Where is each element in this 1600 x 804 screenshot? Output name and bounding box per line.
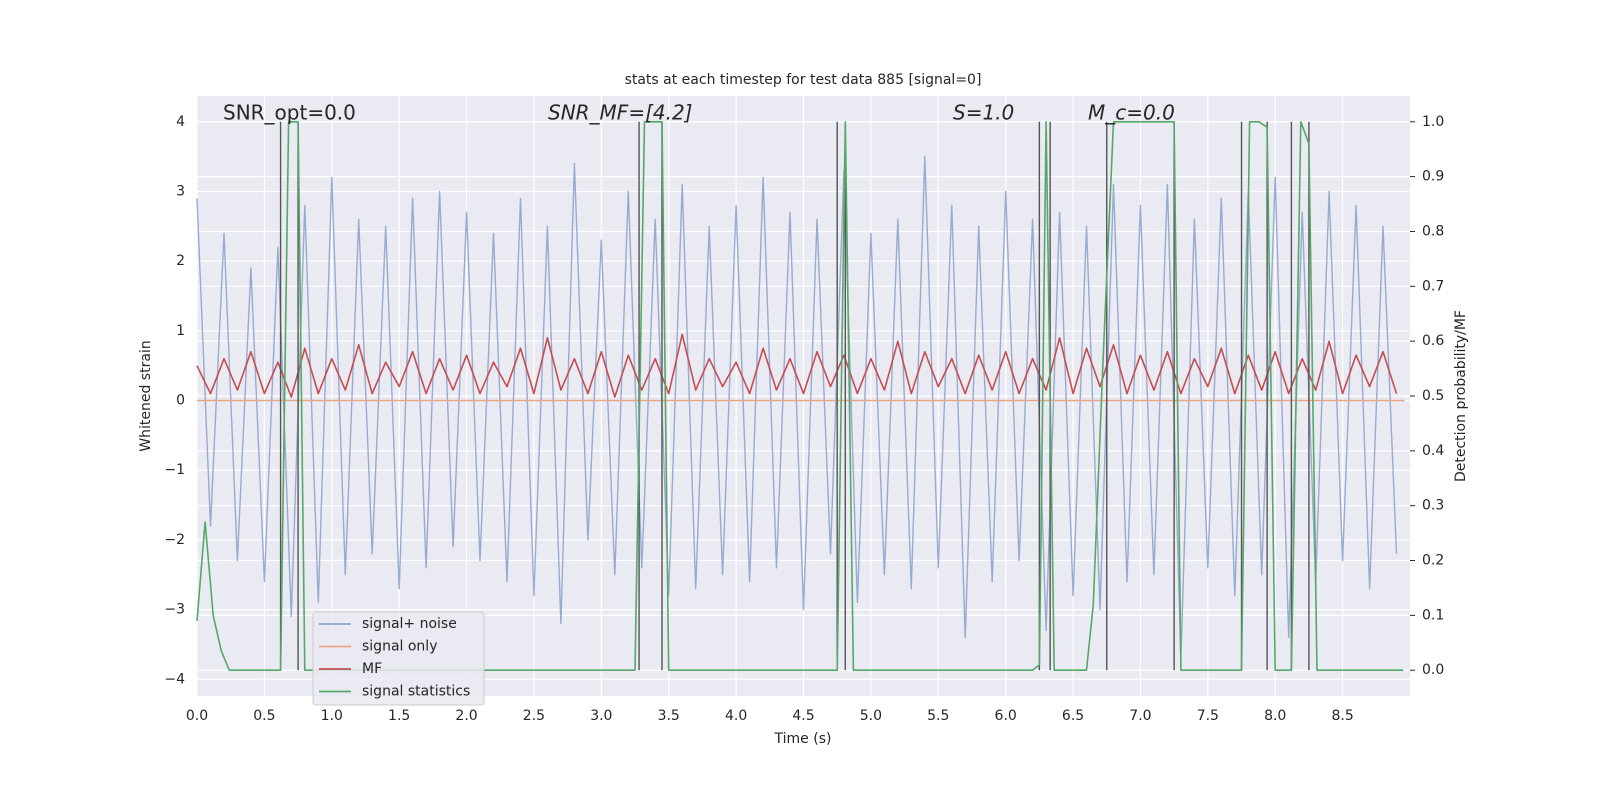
x-tick-label: 8.0 [1264, 708, 1286, 724]
legend-label: MF [362, 661, 382, 677]
y-tick-label: 1 [176, 323, 185, 339]
x-tick-label: 0.5 [253, 708, 275, 724]
x-tick-label: 7.5 [1197, 708, 1219, 724]
series-line [196, 155, 1398, 660]
x-tick-label: 4.5 [792, 708, 814, 724]
y2-tick-label: 0.5 [1422, 388, 1444, 404]
y-tick-label: 4 [176, 114, 185, 130]
x-tick-label: 7.0 [1129, 708, 1151, 724]
x-tick-label: 3.0 [590, 708, 612, 724]
y2-tick-label: 0.3 [1422, 498, 1444, 514]
x-tick-label: 6.0 [995, 708, 1017, 724]
x-tick-label: 2.0 [455, 708, 477, 724]
y2-tick-label: 1.0 [1422, 114, 1444, 130]
series-line [196, 121, 1404, 671]
y-tick-label: 0 [176, 393, 185, 409]
y-tick-label: −3 [164, 602, 185, 618]
legend-label: signal statistics [362, 684, 470, 700]
legend-label: signal+ noise [362, 616, 457, 632]
x-tick-label: 0.0 [186, 708, 208, 724]
y2-tick-label: 0.0 [1422, 662, 1444, 678]
annotation: S=1.0 [953, 101, 1014, 125]
annotation: M_c=0.0 [1088, 101, 1175, 125]
y2-tick-label: 0.2 [1422, 553, 1444, 569]
y-tick-label: 2 [176, 253, 185, 269]
y2-tick-label: 0.9 [1422, 169, 1444, 185]
y2-tick-label: 0.8 [1422, 223, 1444, 239]
y2-tick-label: 0.6 [1422, 333, 1444, 349]
x-tick-label: 8.5 [1331, 708, 1353, 724]
x-tick-label: 1.5 [388, 708, 410, 724]
chart-title: stats at each timestep for test data 885… [625, 72, 982, 88]
y2-tick-label: 0.7 [1422, 278, 1444, 294]
series-line [196, 333, 1398, 398]
y-tick-label: 3 [176, 183, 185, 199]
y2-tick-label: 0.1 [1422, 607, 1444, 623]
y-tick-label: −2 [164, 532, 185, 548]
x-axis-label: Time (s) [774, 731, 832, 747]
y2-tick-label: 0.4 [1422, 443, 1444, 459]
x-tick-label: 3.5 [658, 708, 680, 724]
x-tick-label: 6.5 [1062, 708, 1084, 724]
x-tick-label: 5.5 [927, 708, 949, 724]
x-tick-label: 4.0 [725, 708, 747, 724]
annotation: SNR_opt=0.0 [223, 101, 356, 125]
x-tick-label: 5.0 [860, 708, 882, 724]
x-tick-label: 1.0 [321, 708, 343, 724]
y-axis-label: Whitened strain [138, 340, 154, 451]
y-tick-label: −1 [164, 462, 185, 478]
legend-box [312, 611, 485, 706]
y2-axis-label: Detection probability/MF [1453, 310, 1469, 482]
y-tick-label: −4 [164, 671, 185, 687]
x-tick-label: 2.5 [523, 708, 545, 724]
legend-label: signal only [362, 639, 437, 655]
annotation: SNR_MF=[4.2] [548, 101, 692, 125]
